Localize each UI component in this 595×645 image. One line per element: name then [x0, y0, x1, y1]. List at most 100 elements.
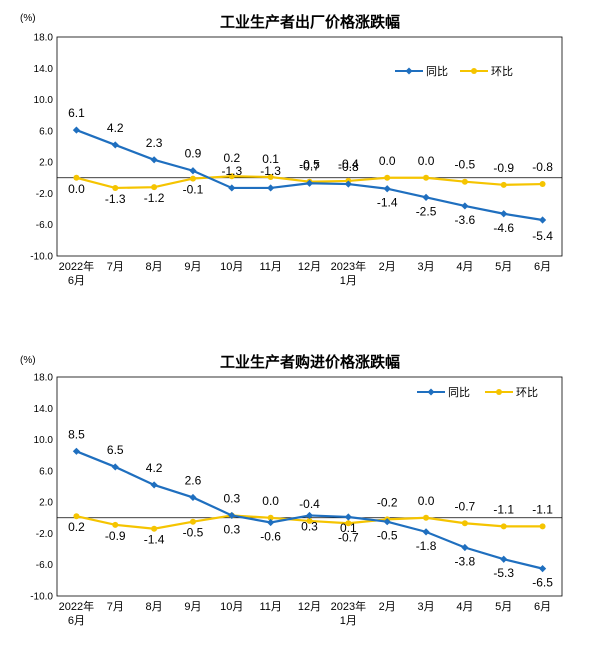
data-label-mom: -0.4 — [299, 497, 320, 511]
data-point-mom — [500, 523, 507, 530]
x-tick-label: 2023年 1月 — [331, 599, 366, 627]
data-point-mom — [112, 184, 119, 191]
data-label-mom: -1.1 — [493, 502, 514, 516]
data-label-mom: -0.7 — [338, 530, 359, 544]
x-tick-label: 9月 — [184, 261, 201, 273]
data-label-mom: 0.0 — [68, 182, 85, 196]
data-point-yoy — [538, 565, 547, 573]
y-tick-label: 2.0 — [39, 498, 53, 509]
x-tick-label: 8月 — [146, 261, 163, 273]
y-tick-label: 18.0 — [34, 373, 54, 384]
legend-label: 环比 — [491, 65, 513, 78]
data-point-mom — [112, 521, 119, 528]
data-label-mom: -0.5 — [299, 158, 320, 172]
data-point-yoy — [228, 184, 236, 192]
data-label-mom: 0.0 — [418, 154, 435, 168]
data-label-yoy: 6.1 — [68, 106, 85, 120]
data-label-mom: -0.1 — [183, 183, 204, 197]
data-point-yoy — [267, 518, 275, 527]
y-tick-label: 14.0 — [34, 404, 54, 415]
data-point-yoy — [111, 141, 119, 149]
y-tick-label: -10.0 — [30, 252, 53, 263]
x-tick-label: 2月 — [379, 261, 396, 273]
data-label-mom: -0.4 — [338, 157, 359, 171]
data-label-yoy: -0.7 — [299, 159, 320, 173]
data-point-mom — [500, 181, 507, 188]
data-label-yoy: -5.4 — [532, 229, 553, 243]
x-tick-label: 5月 — [495, 601, 512, 613]
data-point-yoy — [305, 179, 314, 187]
legend-marker — [427, 388, 435, 396]
y-tick-label: -10.0 — [30, 592, 53, 603]
x-tick-label: 12月 — [298, 601, 321, 613]
legend-label: 环比 — [516, 386, 538, 399]
data-label-mom: 0.0 — [418, 494, 435, 508]
chart-title: 工业生产者出厂价格涨跌幅 — [220, 13, 400, 31]
data-label-yoy: -1.8 — [416, 539, 437, 553]
x-tick-label: 10月 — [220, 261, 243, 273]
y-tick-label: -2.0 — [36, 189, 54, 200]
data-label-mom: 0.0 — [379, 154, 396, 168]
data-point-mom — [267, 174, 274, 181]
data-point-yoy — [72, 447, 81, 455]
data-label-yoy: 2.6 — [185, 473, 202, 487]
data-point-mom — [539, 523, 546, 530]
x-tick-label: 2022年 6月 — [59, 259, 94, 287]
data-point-yoy — [383, 185, 391, 193]
data-point-yoy — [150, 481, 158, 489]
x-tick-label: 2月 — [379, 601, 396, 613]
data-label-yoy: 0.9 — [185, 147, 202, 161]
y-tick-label: 18.0 — [34, 33, 54, 44]
plot-frame — [56, 376, 563, 597]
x-tick-label: 4月 — [456, 601, 473, 613]
data-label-mom: -0.9 — [105, 529, 126, 543]
legend-marker — [405, 67, 413, 75]
data-label-yoy: 0.1 — [340, 521, 357, 535]
data-point-mom — [306, 517, 313, 524]
data-point-yoy — [461, 543, 469, 552]
x-tick-label: 10月 — [220, 601, 243, 613]
data-point-yoy — [72, 126, 81, 134]
chart-ppi-input-svg: 工业生产者购进价格涨跌幅 (%) 18.0 14.0 10.0 6.0 2.0 -2.0 -… — [20, 353, 563, 627]
data-label-yoy: 4.2 — [107, 121, 124, 135]
data-label-yoy: -3.6 — [455, 213, 476, 227]
data-point-yoy — [422, 193, 430, 201]
data-label-mom: -0.5 — [183, 526, 204, 540]
x-tick-label: 8月 — [146, 601, 163, 613]
y-tick-label: -6.0 — [36, 560, 54, 571]
chart-ppi-input: 工业生产者购进价格涨跌幅 (%) 18.0 14.0 10.0 6.0 2.0 -2.0 -… — [0, 340, 595, 640]
legend-label: 同比 — [426, 65, 448, 78]
data-point-mom — [423, 514, 430, 521]
data-point-mom — [267, 514, 274, 521]
data-label-mom: 0.1 — [262, 152, 279, 166]
data-label-mom: -0.7 — [455, 499, 476, 513]
y-tick-label: 14.0 — [34, 64, 54, 75]
data-point-mom — [423, 174, 430, 181]
data-label-yoy: -0.8 — [338, 160, 359, 174]
x-tick-label: 9月 — [184, 601, 201, 613]
x-tick-label: 3月 — [417, 261, 434, 273]
chart-ppi-output-svg: 工业生产者出厂价格涨跌幅 (%) 18.0 14.0 10.0 6.0 2.0 -2.0 -… — [20, 13, 563, 287]
data-point-yoy — [422, 528, 430, 536]
data-point-mom — [461, 178, 468, 185]
data-label-mom: -1.3 — [105, 192, 126, 206]
data-label-yoy: 0.3 — [223, 522, 240, 536]
data-label-yoy: -3.8 — [455, 555, 476, 569]
legend-marker — [471, 68, 477, 74]
data-point-mom — [384, 174, 391, 181]
legend-marker — [496, 389, 502, 395]
data-label-yoy: -4.6 — [493, 221, 514, 235]
x-tick-label: 2023年 1月 — [331, 259, 366, 287]
x-tick-label: 11月 — [259, 261, 281, 273]
data-point-mom — [461, 520, 468, 527]
chart-ppi-output: 工业生产者出厂价格涨跌幅 (%) 18.0 14.0 10.0 6.0 2.0 -2.0 -… — [0, 0, 595, 300]
data-point-mom — [228, 173, 235, 180]
chart-title: 工业生产者购进价格涨跌幅 — [220, 353, 400, 371]
data-label-mom: 0.2 — [68, 520, 85, 534]
y-tick-label: 6.0 — [39, 126, 53, 137]
x-tick-label: 6月 — [534, 261, 551, 273]
y-tick-label: 2.0 — [39, 158, 53, 169]
data-point-yoy — [538, 216, 547, 224]
x-tick-label: 12月 — [298, 261, 321, 273]
y-tick-label: 10.0 — [34, 95, 54, 106]
